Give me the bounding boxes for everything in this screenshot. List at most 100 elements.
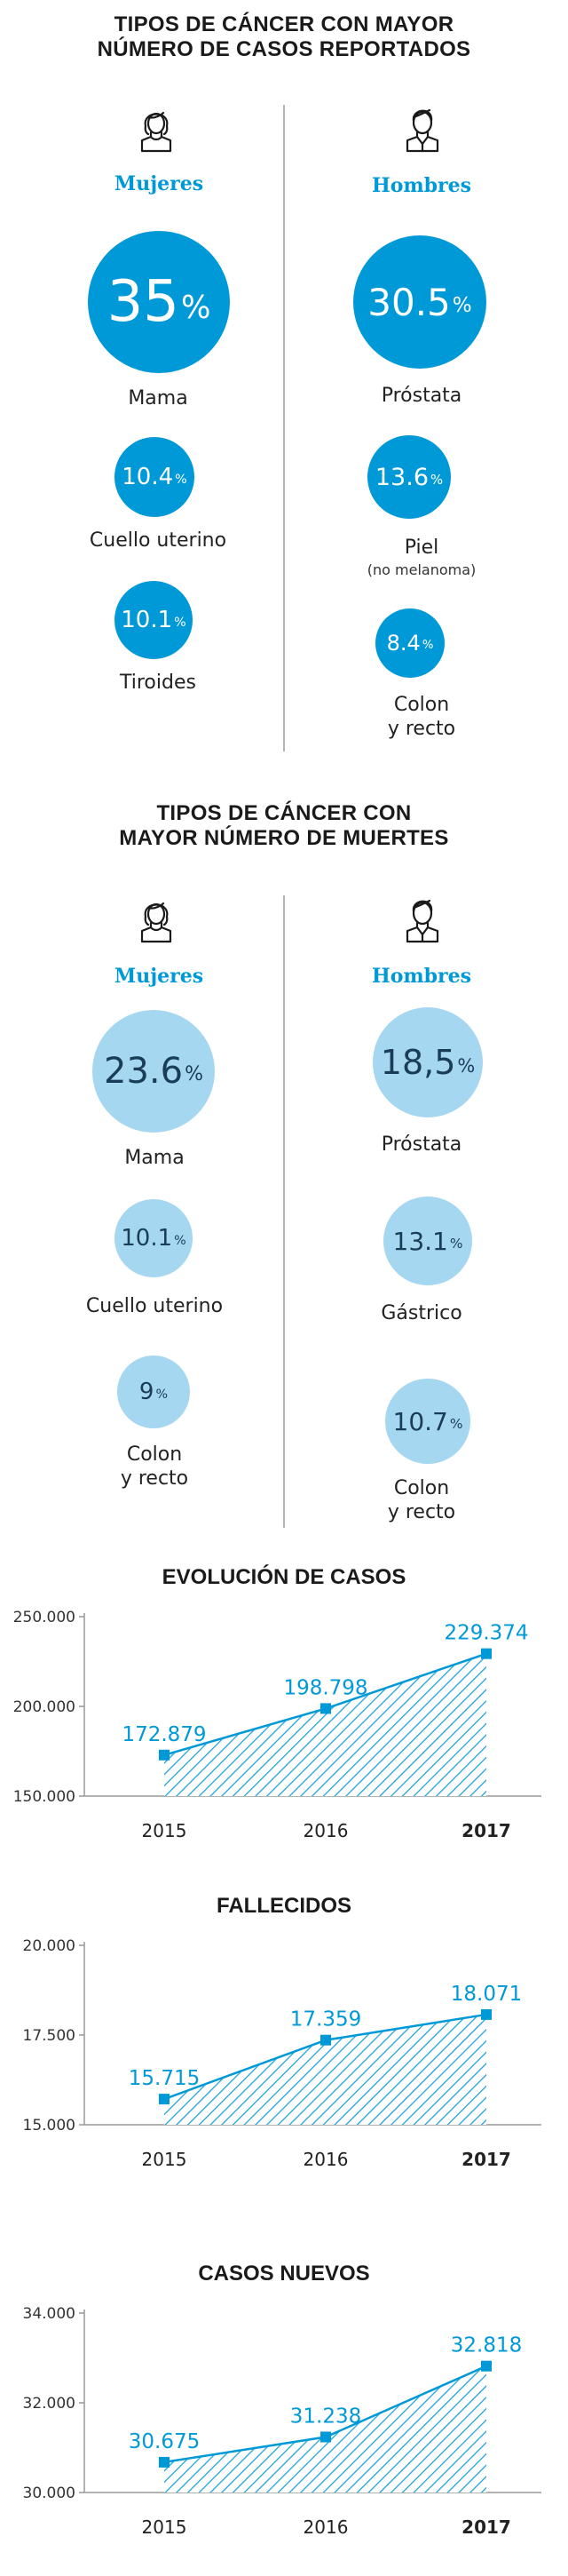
x-tick-label: 2017: [462, 1820, 511, 1841]
stat-label-line1: Colon: [393, 694, 450, 716]
stat-label-gastrico: Gástrico: [381, 1302, 462, 1324]
x-tick-label: 2016: [304, 2516, 349, 2538]
section1-title-line2: NÚMERO DE CASOS REPORTADOS: [97, 37, 471, 61]
stat-label-line1: Colon: [126, 1443, 183, 1466]
stat-value: 35: [106, 269, 179, 335]
man-icon: [406, 108, 439, 153]
y-tick-label: 150.000: [13, 1788, 75, 1806]
stat-circle-mama-cases: 35%: [88, 231, 230, 373]
percent-sign: %: [174, 615, 186, 630]
woman-icon: [140, 111, 172, 153]
section1-divider: [283, 105, 285, 751]
stat-label-colon: Colon y recto: [288, 693, 555, 741]
stat-note-piel: (no melanoma): [367, 561, 477, 578]
data-label: 229.374: [444, 1622, 528, 1645]
x-tick-label: 2017: [462, 2516, 511, 2538]
stat-value: 9: [138, 1379, 154, 1405]
stat-label-line2: y recto: [387, 1501, 456, 1523]
y-tick-label: 200.000: [13, 1698, 75, 1716]
section2-title-line1: TIPOS DE CÁNCER CON: [156, 801, 412, 825]
data-label: 18.071: [451, 1983, 522, 2006]
data-label: 17.359: [290, 2008, 361, 2031]
stat-label-colon: Colon y recto: [288, 1476, 555, 1524]
x-tick-label: 2016: [304, 1820, 349, 1841]
stat-value: 10.4: [122, 464, 174, 490]
chart3-title: CASOS NUEVOS: [198, 2262, 370, 2286]
data-label: 30.675: [129, 2430, 200, 2453]
percent-sign: %: [457, 1054, 476, 1077]
x-tick-label: 2015: [142, 1820, 187, 1841]
x-tick-label: 2015: [142, 2149, 187, 2170]
percent-sign: %: [449, 1235, 463, 1252]
stat-circle-gastrico-deaths: 13.1%: [383, 1197, 472, 1285]
stat-label-line2: y recto: [120, 1467, 189, 1490]
section1-title: TIPOS DE CÁNCER CON MAYOR NÚMERO DE CASO…: [0, 12, 568, 62]
stat-label-line1: Colon: [393, 1477, 450, 1499]
y-tick-label: 17.500: [23, 2027, 75, 2045]
stat-circle-prostata-cases: 30.5%: [353, 235, 486, 369]
stat-circle-mama-deaths: 23.6%: [92, 1010, 215, 1133]
chart2-title: FALLECIDOS: [216, 1894, 351, 1918]
y-tick-label: 30.000: [23, 2485, 75, 2502]
stat-circle-prostata-deaths: 18,5%: [373, 1007, 483, 1117]
woman-icon: [140, 902, 172, 943]
stat-circle-colon-deaths: 10.7%: [385, 1379, 470, 1464]
data-label: 15.715: [129, 2067, 200, 2090]
data-point: [481, 1648, 492, 1659]
chart3-casos-nuevos: 30.000 32.000 34.000 30.675 2015 31.238 2016 32…: [23, 2305, 541, 2538]
percent-sign: %: [174, 1233, 186, 1248]
man-icon: [406, 899, 439, 943]
percent-sign: %: [175, 472, 187, 487]
section2-title-line2: MAYOR NÚMERO DE MUERTES: [119, 826, 449, 850]
stat-value: 18,5: [380, 1043, 456, 1082]
area-fill: [164, 1653, 486, 1796]
data-point: [320, 2431, 331, 2443]
section2-title: TIPOS DE CÁNCER CON MAYOR NÚMERO DE MUER…: [0, 801, 568, 851]
data-point: [159, 2456, 170, 2468]
stat-value: 23.6: [104, 1051, 184, 1092]
stat-circle-cuello-deaths: 10.1%: [114, 1199, 193, 1277]
stat-value: 13.1: [392, 1226, 448, 1256]
section2-divider: [283, 895, 285, 1528]
stat-label-prostata: Próstata: [381, 385, 462, 407]
stat-value: 8.4: [386, 631, 421, 656]
area-fill: [164, 2365, 486, 2493]
percent-sign: %: [422, 638, 434, 652]
percent-sign: %: [449, 1415, 463, 1432]
percent-sign: %: [155, 1387, 169, 1402]
percent-sign: %: [452, 294, 472, 318]
data-point: [159, 2094, 170, 2105]
stat-value: 10.1: [121, 607, 173, 633]
data-label: 32.818: [451, 2334, 522, 2357]
y-tick-label: 250.000: [13, 1609, 75, 1626]
stat-label-tiroides: Tiroides: [120, 672, 196, 694]
stat-circle-piel-cases: 13.6%: [367, 435, 451, 519]
stat-label-colon: Colon y recto: [21, 1443, 288, 1491]
data-label: 198.798: [283, 1676, 367, 1699]
data-label: 31.238: [290, 2405, 361, 2428]
men-label: Hombres: [371, 965, 472, 988]
x-tick-label: 2016: [304, 2149, 349, 2170]
stat-circle-colon-cases: 8.4%: [375, 608, 445, 678]
stat-label-cuello: Cuello uterino: [85, 1295, 224, 1317]
chart2-fallecidos: 15.000 17.500 20.000 15.715 2015 17.359 2016 18…: [23, 1937, 541, 2170]
data-point: [481, 2008, 492, 2020]
stat-circle-colon-deaths: 9%: [117, 1356, 190, 1428]
percent-sign: %: [430, 471, 444, 488]
women-label: Mujeres: [114, 172, 204, 195]
stat-value: 30.5: [367, 280, 451, 324]
y-tick-label: 34.000: [23, 2305, 75, 2323]
stat-circle-cuello-cases: 10.4%: [114, 437, 194, 517]
y-tick-label: 20.000: [23, 1937, 75, 1955]
area-fill: [164, 2014, 486, 2125]
data-point: [159, 1749, 170, 1761]
stat-label-cuello: Cuello uterino: [89, 529, 227, 552]
data-point: [320, 1703, 331, 1714]
stat-circle-tiroides-cases: 10.1%: [114, 581, 193, 659]
chart1-title: EVOLUCIÓN DE CASOS: [162, 1565, 406, 1589]
stat-label-mama: Mama: [128, 387, 188, 409]
stat-value: 10.7: [392, 1406, 448, 1436]
stat-label-prostata: Próstata: [381, 1133, 462, 1156]
x-tick-label: 2017: [462, 2149, 511, 2170]
stat-value: 10.1: [121, 1225, 173, 1252]
